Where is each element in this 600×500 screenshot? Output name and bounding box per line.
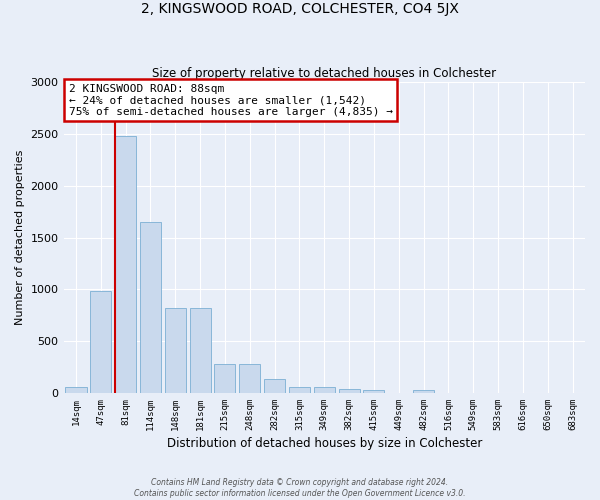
Bar <box>338 389 359 393</box>
Text: 2 KINGSWOOD ROAD: 88sqm
← 24% of detached houses are smaller (1,542)
75% of semi: 2 KINGSWOOD ROAD: 88sqm ← 24% of detache… <box>69 84 393 117</box>
Bar <box>413 390 434 393</box>
Text: 2, KINGSWOOD ROAD, COLCHESTER, CO4 5JX: 2, KINGSWOOD ROAD, COLCHESTER, CO4 5JX <box>141 2 459 16</box>
Bar <box>214 364 235 393</box>
X-axis label: Distribution of detached houses by size in Colchester: Distribution of detached houses by size … <box>167 437 482 450</box>
Bar <box>364 390 385 393</box>
Bar <box>165 308 186 393</box>
Bar <box>90 292 112 393</box>
Text: Contains HM Land Registry data © Crown copyright and database right 2024.
Contai: Contains HM Land Registry data © Crown c… <box>134 478 466 498</box>
Bar <box>264 380 285 393</box>
Y-axis label: Number of detached properties: Number of detached properties <box>15 150 25 325</box>
Bar <box>289 387 310 393</box>
Bar <box>314 387 335 393</box>
Bar <box>239 364 260 393</box>
Bar <box>140 222 161 393</box>
Bar <box>190 308 211 393</box>
Title: Size of property relative to detached houses in Colchester: Size of property relative to detached ho… <box>152 66 496 80</box>
Bar <box>115 136 136 393</box>
Bar <box>65 386 86 393</box>
